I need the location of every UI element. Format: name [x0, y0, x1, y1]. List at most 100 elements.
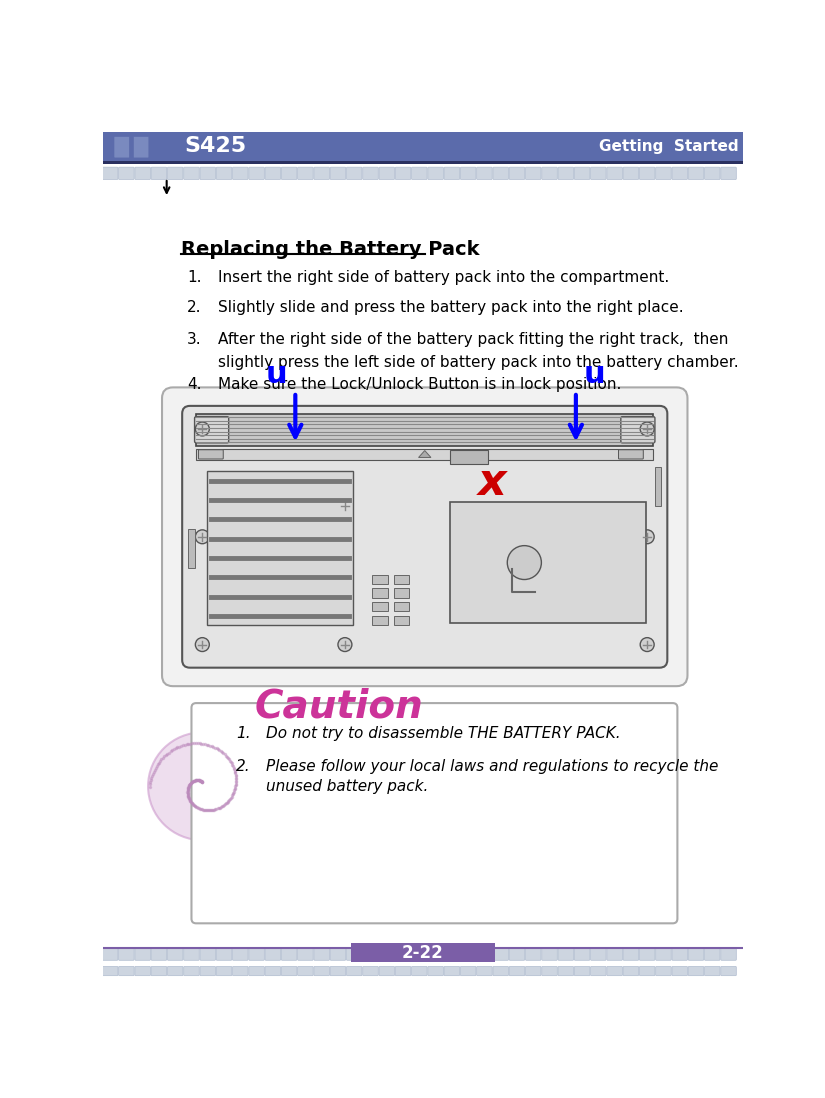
- FancyBboxPatch shape: [460, 167, 476, 179]
- Text: slightly press the left side of battery pack into the battery chamber.: slightly press the left side of battery …: [218, 355, 738, 370]
- FancyBboxPatch shape: [119, 167, 134, 179]
- FancyBboxPatch shape: [526, 966, 541, 976]
- FancyBboxPatch shape: [216, 167, 232, 179]
- FancyBboxPatch shape: [509, 948, 525, 961]
- FancyBboxPatch shape: [688, 966, 704, 976]
- FancyBboxPatch shape: [460, 966, 476, 976]
- Text: After the right side of the battery pack fitting the right track,  then: After the right side of the battery pack…: [218, 332, 728, 347]
- FancyBboxPatch shape: [428, 966, 443, 976]
- FancyBboxPatch shape: [162, 388, 687, 686]
- FancyBboxPatch shape: [184, 966, 199, 976]
- FancyBboxPatch shape: [705, 966, 720, 976]
- Bar: [196, 414, 653, 446]
- FancyBboxPatch shape: [346, 167, 362, 179]
- FancyBboxPatch shape: [233, 948, 248, 961]
- FancyBboxPatch shape: [330, 966, 346, 976]
- Bar: [103, 161, 742, 164]
- FancyBboxPatch shape: [119, 948, 134, 961]
- FancyBboxPatch shape: [216, 966, 232, 976]
- Circle shape: [148, 732, 257, 840]
- FancyBboxPatch shape: [298, 966, 314, 976]
- Circle shape: [196, 530, 210, 544]
- FancyBboxPatch shape: [607, 167, 622, 179]
- FancyBboxPatch shape: [672, 948, 687, 961]
- FancyBboxPatch shape: [134, 136, 148, 158]
- FancyBboxPatch shape: [102, 167, 118, 179]
- Bar: [372, 616, 388, 626]
- Text: Make sure the Lock/Unlock Button is in lock position.: Make sure the Lock/Unlock Button is in l…: [218, 377, 621, 392]
- FancyBboxPatch shape: [688, 167, 704, 179]
- Text: Getting  Started: Getting Started: [599, 138, 738, 154]
- FancyBboxPatch shape: [265, 948, 280, 961]
- FancyBboxPatch shape: [249, 167, 264, 179]
- Bar: [450, 502, 646, 623]
- Bar: [196, 449, 653, 460]
- FancyBboxPatch shape: [477, 948, 493, 961]
- FancyBboxPatch shape: [363, 966, 378, 976]
- FancyBboxPatch shape: [167, 966, 183, 976]
- Text: unused battery pack.: unused battery pack.: [266, 778, 428, 794]
- Bar: [188, 529, 195, 568]
- Text: 2.: 2.: [237, 759, 251, 773]
- FancyBboxPatch shape: [493, 948, 508, 961]
- FancyBboxPatch shape: [542, 966, 557, 976]
- FancyBboxPatch shape: [509, 966, 525, 976]
- Circle shape: [640, 422, 654, 436]
- FancyBboxPatch shape: [656, 167, 672, 179]
- FancyBboxPatch shape: [182, 406, 667, 668]
- FancyBboxPatch shape: [656, 966, 672, 976]
- FancyBboxPatch shape: [721, 966, 736, 976]
- FancyBboxPatch shape: [705, 167, 720, 179]
- FancyBboxPatch shape: [314, 167, 329, 179]
- FancyBboxPatch shape: [346, 966, 362, 976]
- Bar: [394, 574, 409, 584]
- FancyBboxPatch shape: [200, 948, 215, 961]
- FancyBboxPatch shape: [167, 948, 183, 961]
- FancyBboxPatch shape: [574, 966, 590, 976]
- FancyBboxPatch shape: [249, 948, 264, 961]
- Text: 2.: 2.: [186, 300, 201, 315]
- Circle shape: [338, 500, 352, 513]
- FancyBboxPatch shape: [379, 167, 394, 179]
- FancyBboxPatch shape: [281, 948, 297, 961]
- Circle shape: [507, 546, 541, 580]
- FancyBboxPatch shape: [167, 167, 183, 179]
- FancyBboxPatch shape: [621, 416, 655, 442]
- FancyBboxPatch shape: [574, 948, 590, 961]
- Text: Do not try to disassemble THE BATTERY PACK.: Do not try to disassemble THE BATTERY PA…: [266, 726, 620, 741]
- FancyBboxPatch shape: [412, 167, 427, 179]
- Polygon shape: [418, 450, 431, 458]
- FancyBboxPatch shape: [721, 167, 736, 179]
- Bar: [655, 468, 661, 506]
- Bar: [394, 602, 409, 612]
- Bar: [207, 471, 352, 626]
- Text: 3.: 3.: [186, 332, 201, 347]
- FancyBboxPatch shape: [619, 450, 644, 459]
- FancyBboxPatch shape: [135, 948, 150, 961]
- FancyBboxPatch shape: [314, 948, 329, 961]
- Text: Caution: Caution: [254, 687, 423, 726]
- FancyBboxPatch shape: [705, 948, 720, 961]
- FancyBboxPatch shape: [363, 167, 378, 179]
- FancyBboxPatch shape: [591, 966, 606, 976]
- FancyBboxPatch shape: [330, 167, 346, 179]
- Bar: [450, 450, 488, 463]
- FancyBboxPatch shape: [314, 966, 329, 976]
- FancyBboxPatch shape: [379, 966, 394, 976]
- FancyBboxPatch shape: [444, 167, 460, 179]
- FancyBboxPatch shape: [477, 167, 493, 179]
- FancyBboxPatch shape: [428, 167, 443, 179]
- FancyBboxPatch shape: [281, 966, 297, 976]
- FancyBboxPatch shape: [199, 450, 224, 459]
- Text: u: u: [583, 360, 606, 389]
- FancyBboxPatch shape: [195, 416, 229, 442]
- FancyBboxPatch shape: [607, 948, 622, 961]
- FancyBboxPatch shape: [688, 948, 704, 961]
- Text: 1.: 1.: [237, 726, 251, 741]
- FancyBboxPatch shape: [265, 167, 280, 179]
- FancyBboxPatch shape: [542, 948, 557, 961]
- FancyBboxPatch shape: [428, 948, 443, 961]
- Circle shape: [196, 422, 210, 436]
- Bar: [372, 602, 388, 612]
- Text: 1.: 1.: [186, 270, 201, 285]
